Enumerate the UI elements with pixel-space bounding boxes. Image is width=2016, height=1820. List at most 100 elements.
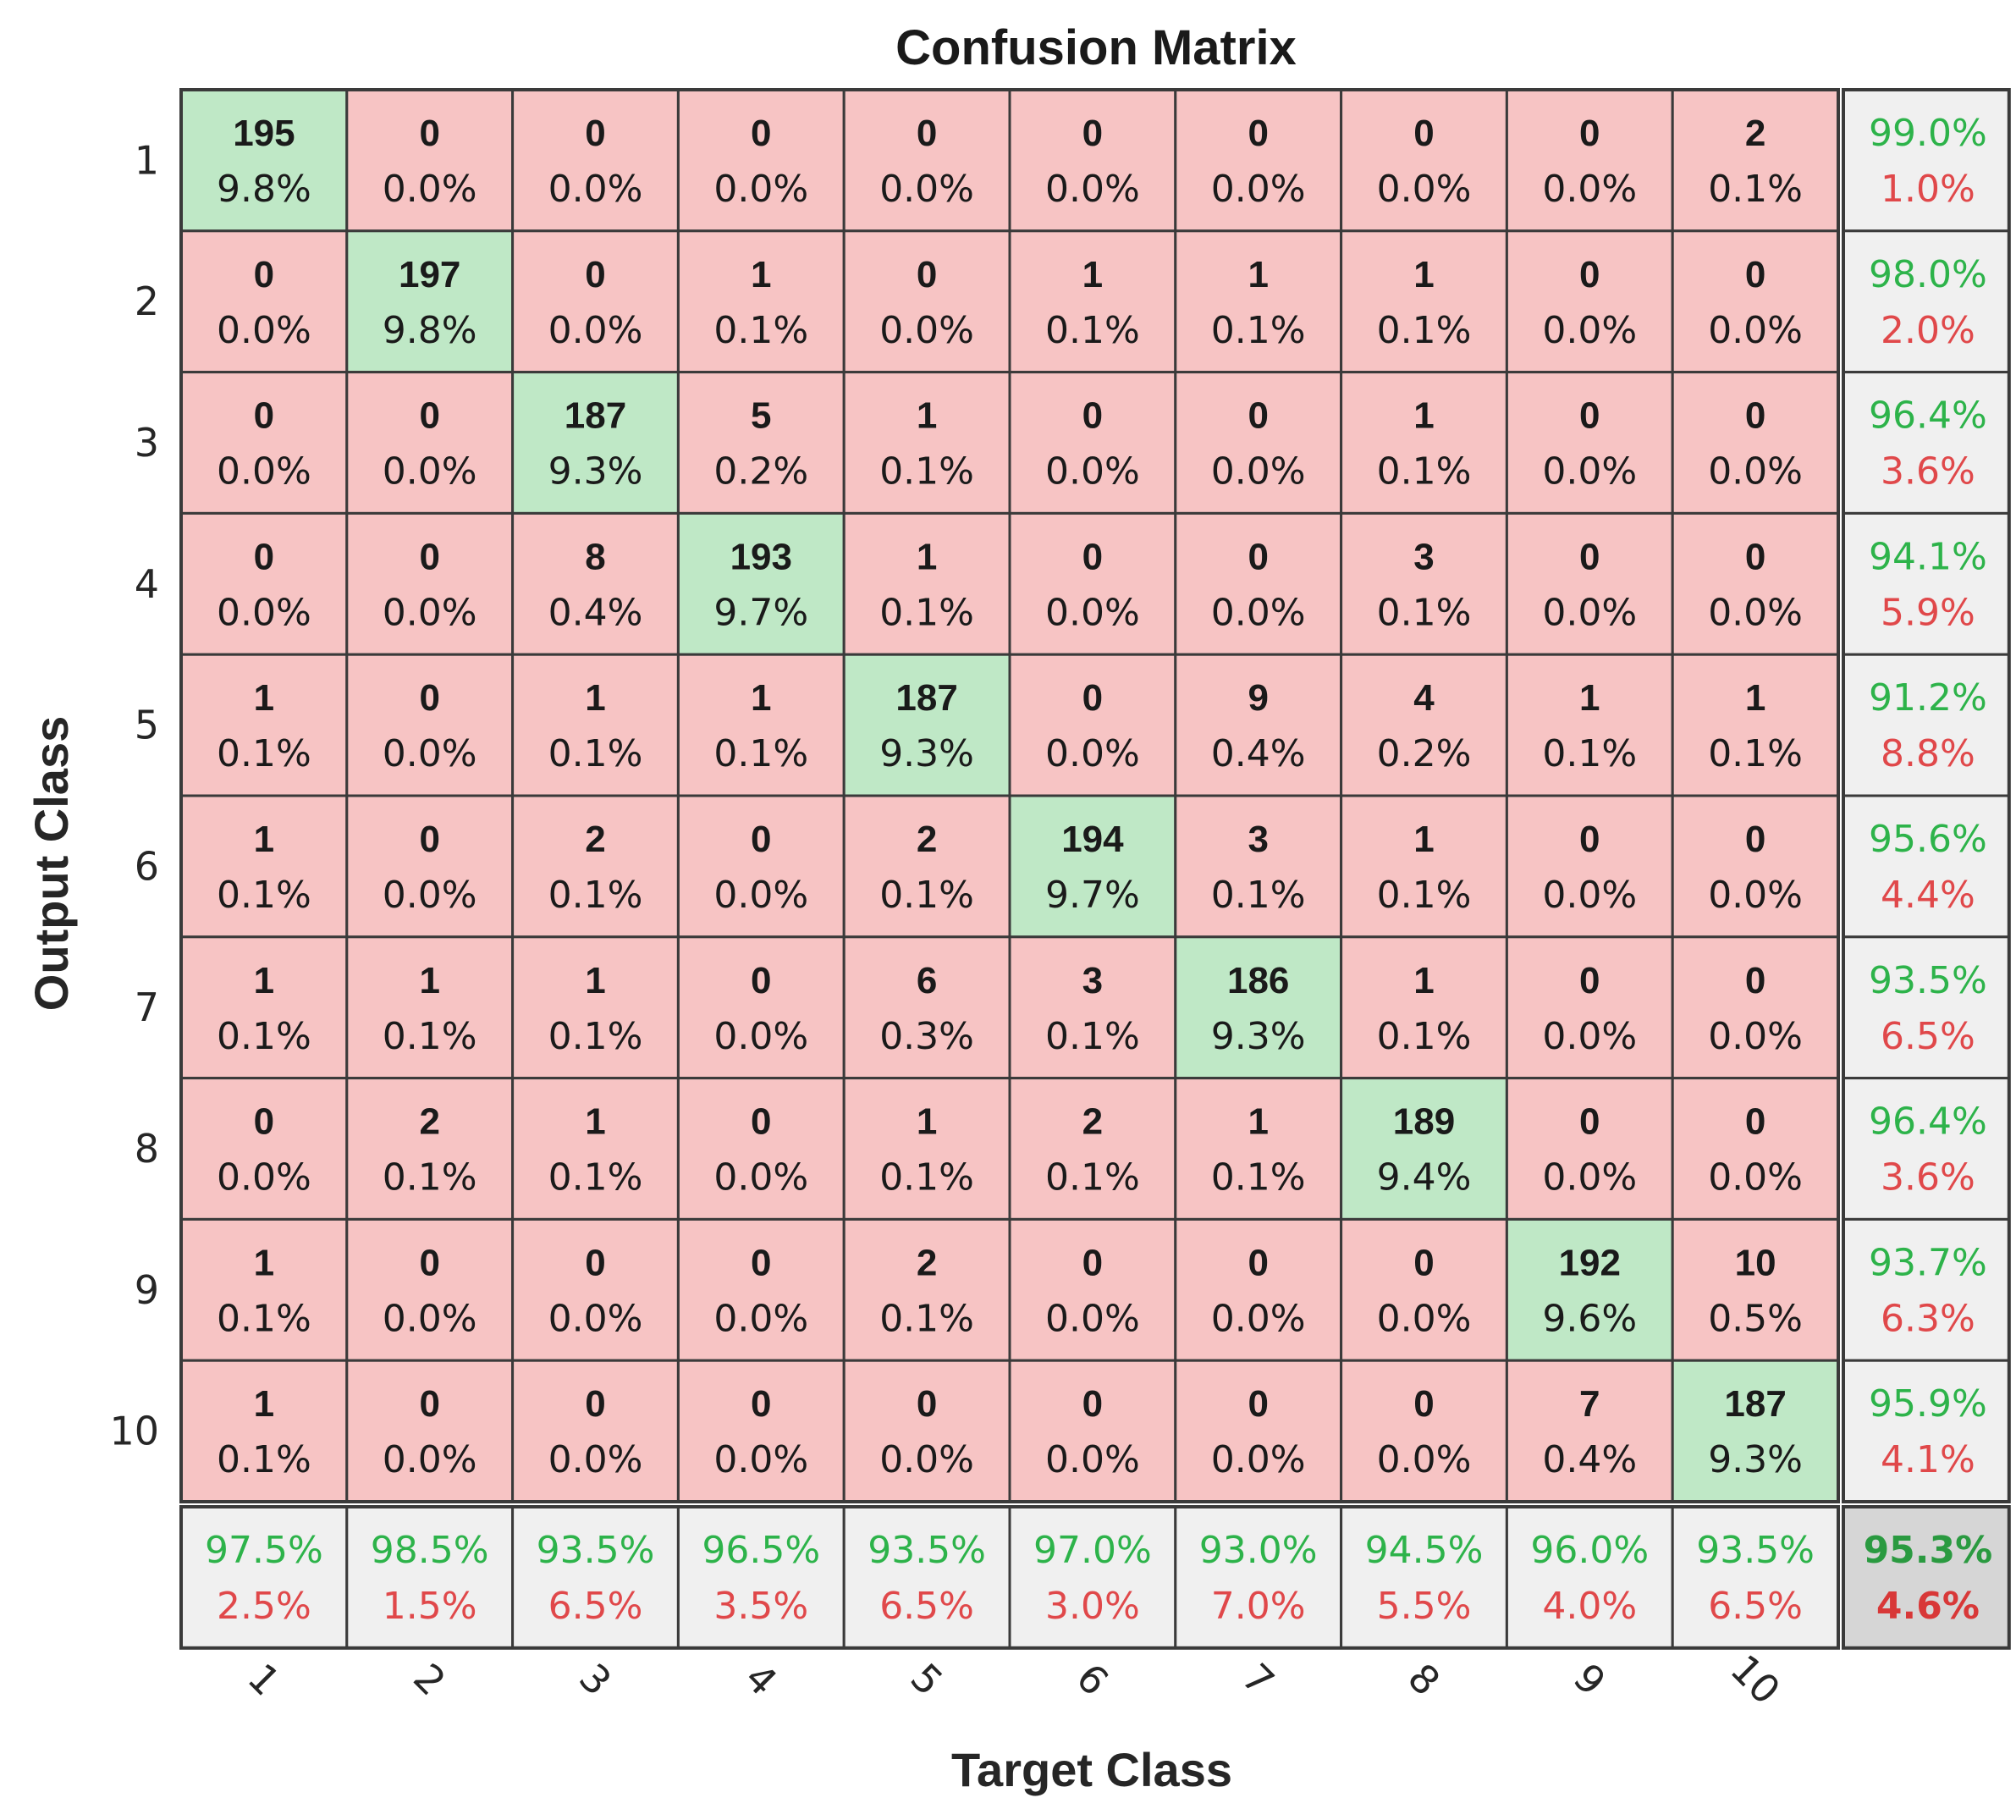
cell-count: 2 — [419, 1101, 439, 1143]
cell-percent: 0.0% — [548, 1438, 643, 1481]
cell-percent: 0.0% — [1045, 168, 1140, 211]
cell-percent: 9.3% — [1708, 1438, 1803, 1481]
row-summary-error: 5.9% — [1881, 591, 1975, 634]
row-summary-error: 3.6% — [1881, 450, 1975, 494]
cell-percent: 0.1% — [713, 309, 808, 352]
matrix-cell — [179, 794, 349, 939]
cell-percent: 0.1% — [1377, 450, 1472, 494]
matrix-cell — [179, 371, 349, 515]
cell-percent: 0.1% — [217, 1438, 311, 1481]
cell-count: 187 — [1724, 1383, 1786, 1425]
cell-count: 0 — [1745, 1101, 1765, 1143]
cell-count: 0 — [1248, 395, 1268, 437]
cell-count: 0 — [419, 113, 439, 154]
cell-count: 1 — [751, 254, 771, 295]
row-summary-cell — [1842, 1077, 2011, 1221]
cell-count: 1 — [585, 677, 605, 719]
cell-count: 1 — [1579, 677, 1600, 719]
column-summary-correct: 94.5% — [1365, 1529, 1484, 1572]
cell-count: 0 — [917, 1383, 937, 1425]
cell-percent: 0.1% — [383, 1015, 477, 1058]
matrix-cell — [511, 1077, 680, 1221]
matrix-cell — [676, 1359, 846, 1503]
matrix-cell — [1340, 653, 1508, 797]
matrix-cell — [1340, 1217, 1508, 1362]
column-summary-correct: 96.5% — [702, 1529, 820, 1572]
column-summary-cell — [1340, 1505, 1508, 1650]
column-summary-correct: 98.5% — [371, 1529, 489, 1572]
cell-count: 7 — [1579, 1383, 1600, 1425]
cell-percent: 0.0% — [1377, 1438, 1472, 1481]
cell-percent: 0.0% — [879, 1438, 974, 1481]
cell-count: 0 — [1579, 254, 1600, 295]
matrix-cell — [1008, 229, 1177, 374]
cell-percent: 0.0% — [1045, 1297, 1140, 1340]
matrix-cell — [1671, 229, 1840, 374]
cell-count: 0 — [254, 536, 274, 577]
cell-percent: 0.1% — [383, 1156, 477, 1200]
cell-count: 1 — [1248, 254, 1268, 295]
cell-percent: 0.0% — [713, 1438, 808, 1481]
cell-percent: 0.4% — [1542, 1438, 1637, 1481]
cell-count: 192 — [1559, 1242, 1621, 1283]
cell-count: 0 — [1248, 113, 1268, 154]
cell-count: 9 — [1248, 677, 1268, 719]
cell-percent: 0.0% — [548, 309, 643, 352]
cell-percent: 0.1% — [1708, 732, 1803, 775]
row-summary-correct: 93.5% — [1869, 959, 1987, 1002]
cell-percent: 0.1% — [1045, 309, 1140, 352]
cell-count: 197 — [399, 254, 460, 295]
matrix-cell — [345, 1217, 515, 1362]
row-summary-error: 3.6% — [1881, 1156, 1975, 1200]
matrix-cell — [1174, 1359, 1343, 1503]
cell-percent: 0.1% — [548, 1015, 643, 1058]
cell-percent: 0.0% — [713, 1297, 808, 1340]
column-summary-correct: 93.5% — [1696, 1529, 1815, 1572]
x-axis-label: Target Class — [951, 1743, 1232, 1796]
column-summary-correct: 96.0% — [1530, 1529, 1649, 1572]
cell-count: 0 — [1579, 1101, 1600, 1143]
column-summary-error: 6.5% — [548, 1585, 643, 1628]
cell-percent: 0.1% — [1542, 732, 1637, 775]
matrix-cell-correct — [511, 371, 680, 515]
matrix-cell — [345, 371, 515, 515]
y-tick-label: 7 — [135, 984, 159, 1030]
column-summary-error: 3.5% — [713, 1585, 808, 1628]
row-summary-correct: 95.9% — [1869, 1382, 1987, 1426]
x-tick-label: 10 — [1721, 1646, 1789, 1713]
cell-percent: 0.2% — [1377, 732, 1472, 775]
cell-count: 0 — [585, 254, 605, 295]
matrix-cell — [676, 229, 846, 374]
cell-count: 0 — [751, 1101, 771, 1143]
cell-count: 195 — [233, 113, 295, 154]
y-tick-label: 9 — [135, 1267, 159, 1313]
column-summary-cell — [511, 1505, 680, 1650]
cell-percent: 0.1% — [548, 874, 643, 917]
column-summary-correct: 97.0% — [1033, 1529, 1152, 1572]
matrix-labels: 195 9.8% 0 0.0% 0 0.0% 0 0.0% 0 0.0% 0 0.0% 0 0.0% 0 0.… — [205, 112, 1992, 1628]
column-summary-error: 5.5% — [1377, 1585, 1472, 1628]
cell-percent: 0.0% — [1542, 309, 1637, 352]
cell-percent: 0.0% — [1211, 450, 1306, 494]
cell-count: 0 — [1413, 113, 1434, 154]
row-summary-correct: 99.0% — [1869, 112, 1987, 155]
cell-count: 186 — [1227, 960, 1289, 1001]
cell-count: 1 — [917, 395, 937, 437]
cell-percent: 9.6% — [1542, 1297, 1637, 1340]
matrix-cell-correct — [842, 653, 1011, 797]
cell-count: 1 — [1248, 1101, 1268, 1143]
cell-percent: 0.0% — [383, 168, 477, 211]
cell-count: 0 — [1579, 819, 1600, 860]
row-summary-error: 6.3% — [1881, 1297, 1975, 1340]
cell-percent: 0.0% — [1542, 1156, 1637, 1200]
matrix-cell — [676, 1077, 846, 1221]
cell-count: 2 — [1745, 113, 1765, 154]
cell-percent: 9.8% — [217, 168, 311, 211]
cell-percent: 0.0% — [217, 309, 311, 352]
cell-percent: 0.1% — [217, 1297, 311, 1340]
cell-percent: 0.0% — [713, 168, 808, 211]
matrix-cell — [1340, 1359, 1508, 1503]
matrix-cell — [676, 1217, 846, 1362]
matrix-cell-correct — [1008, 794, 1177, 939]
matrix-cell — [179, 935, 349, 1080]
